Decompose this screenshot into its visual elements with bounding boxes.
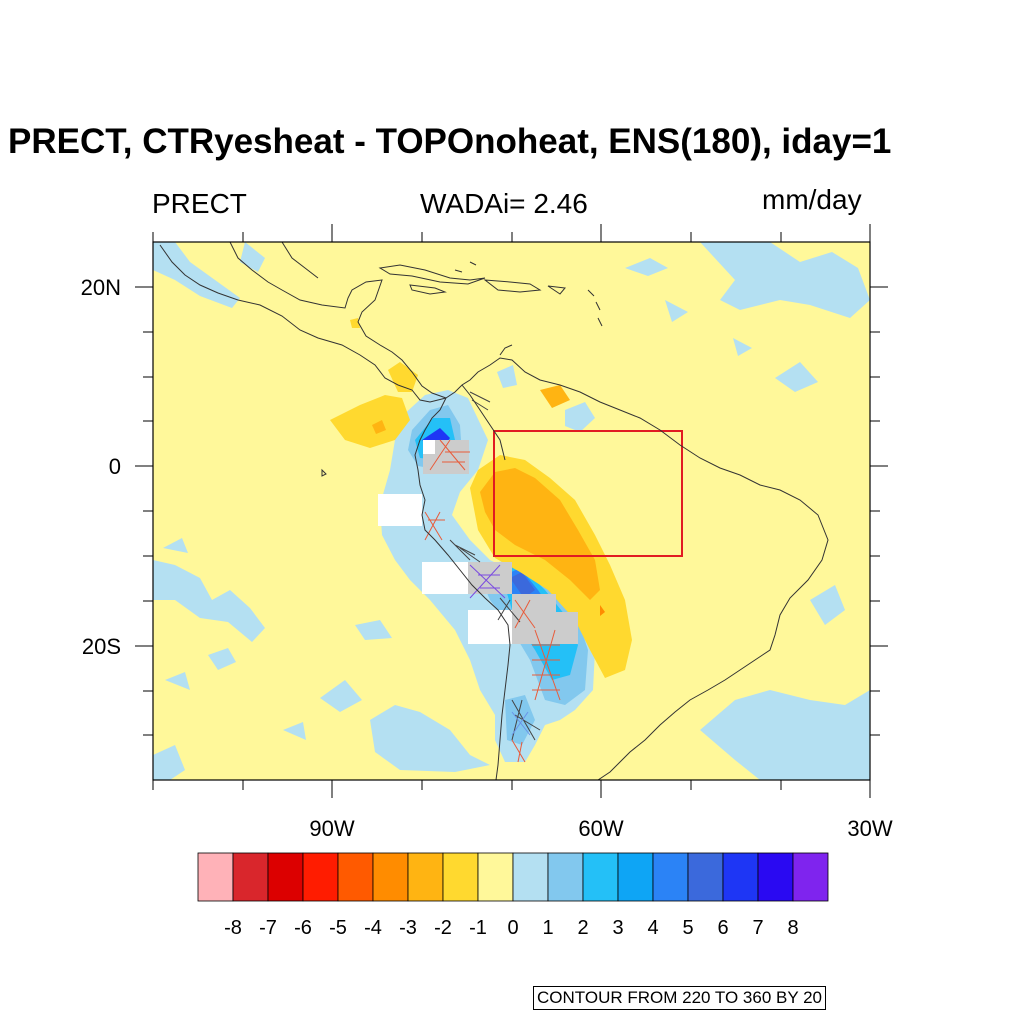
highlight-box	[493, 430, 683, 557]
colorbar-swatch	[757, 852, 794, 902]
colorbar-swatch	[512, 852, 549, 902]
colorbar-swatch	[792, 852, 829, 902]
colorbar-swatch	[337, 852, 374, 902]
colorbar-label: -1	[469, 917, 487, 939]
colorbar-labels: -8 -7 -6 -5 -4 -3 -2 -1 0 1 2 3 4 5 6 7 8	[224, 917, 798, 939]
plot-title: PRECT, CTRyesheat - TOPOnoheat, ENS(180)…	[8, 122, 892, 161]
colorbar-label: 2	[577, 917, 588, 939]
axis-ticks	[135, 224, 888, 798]
colorbar-swatch	[267, 852, 304, 902]
colorbar	[197, 852, 829, 902]
units-label: mm/day	[762, 184, 862, 215]
lat-tick-20n: 20N	[81, 275, 121, 300]
colorbar-swatch	[722, 852, 759, 902]
colorbar-label: -3	[399, 917, 417, 939]
station-hatches	[424, 391, 561, 763]
contour-note: CONTOUR FROM 220 TO 360 BY 20	[533, 986, 827, 1010]
coastlines	[159, 242, 829, 780]
colorbar-swatch	[372, 852, 409, 902]
colorbar-label: -6	[294, 917, 312, 939]
colorbar-label: -5	[329, 917, 347, 939]
colorbar-swatch	[617, 852, 654, 902]
negative-anomaly-band	[330, 318, 632, 678]
colorbar-swatch	[687, 852, 724, 902]
colorbar-label: -7	[259, 917, 277, 939]
lat-tick-0: 0	[109, 454, 121, 479]
precip-field	[153, 242, 870, 780]
colorbar-label: 4	[647, 917, 658, 939]
colorbar-label: 6	[717, 917, 728, 939]
colorbar-label: 7	[752, 917, 763, 939]
lon-tick-90w: 90W	[309, 816, 354, 841]
lat-tick-20s: 20S	[82, 634, 121, 659]
colorbar-label: -8	[224, 917, 242, 939]
lon-tick-30w: 30W	[847, 816, 892, 841]
colorbar-swatch	[442, 852, 479, 902]
colorbar-swatch	[302, 852, 339, 902]
index-label: WADAi= 2.46	[420, 188, 588, 219]
colorbar-swatch	[582, 852, 619, 902]
colorbar-swatch	[477, 852, 514, 902]
colorbar-swatch	[407, 852, 444, 902]
positive-anomaly-patches	[153, 242, 870, 780]
lon-tick-60w: 60W	[578, 816, 623, 841]
colorbar-label: 8	[787, 917, 798, 939]
colorbar-swatch	[652, 852, 689, 902]
colorbar-label: -4	[364, 917, 382, 939]
colorbar-label: 3	[612, 917, 623, 939]
colorbar-swatch	[232, 852, 269, 902]
colorbar-label: 5	[682, 917, 693, 939]
colorbar-swatch	[547, 852, 584, 902]
colorbar-swatch	[197, 852, 234, 902]
colorbar-label: -2	[434, 917, 452, 939]
variable-label: PRECT	[152, 188, 247, 219]
colorbar-label: 0	[507, 917, 518, 939]
colorbar-label: 1	[542, 917, 553, 939]
